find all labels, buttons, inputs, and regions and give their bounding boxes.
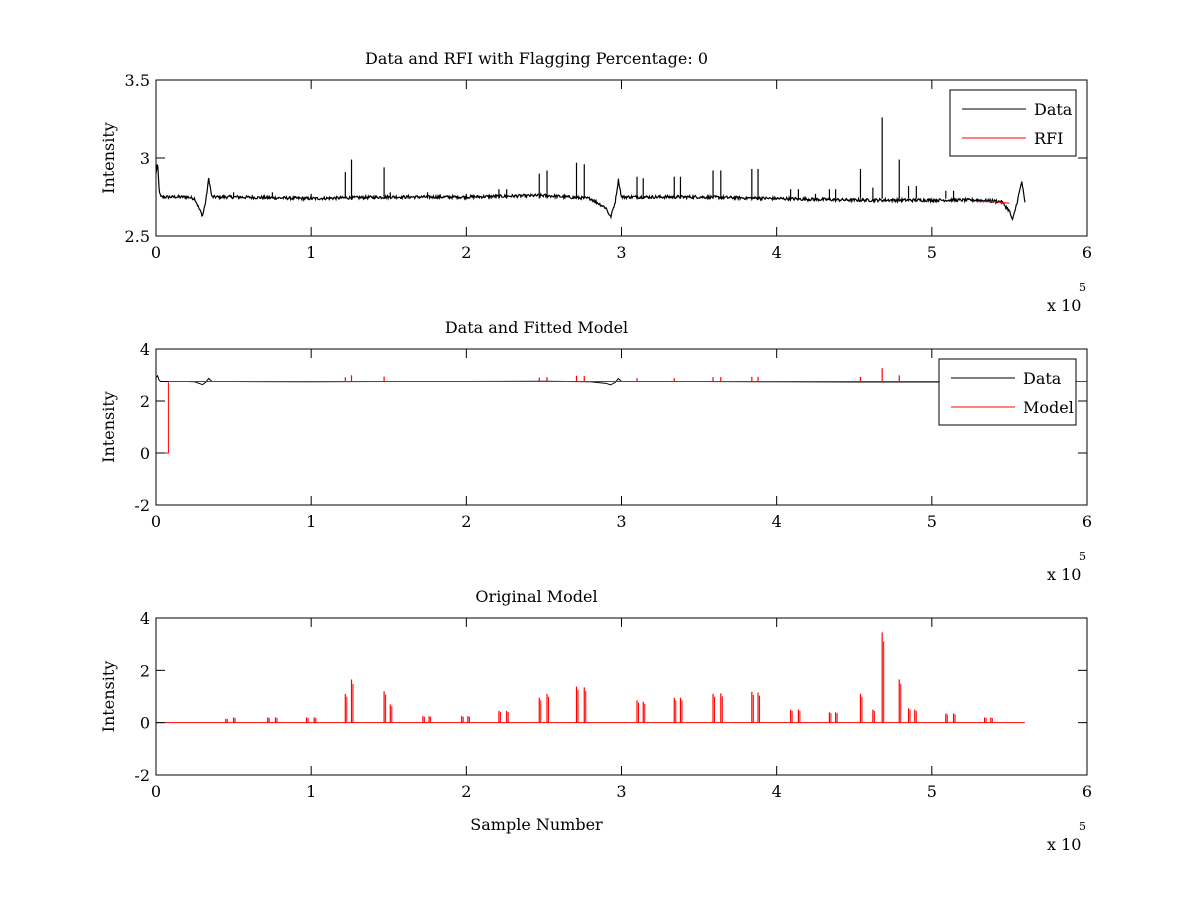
x-tick-label: 4 [772,243,782,262]
x-tick-label: 2 [461,782,471,801]
y-tick-label: 4 [140,340,150,359]
y-tick-label: -2 [134,496,150,515]
legend: Data RFI [949,89,1077,157]
x-tick-label: 5 [927,782,937,801]
legend: Data Model [938,358,1077,426]
y-axis-label: Intensity [99,122,118,194]
plot-area [156,117,1026,222]
rfi-series-line [978,201,1010,204]
x-exponent-power: 5 [1079,550,1086,563]
legend-label: RFI [1034,129,1063,148]
y-tick-label: 2 [140,661,150,680]
data-series-line [156,164,1026,222]
y-axis-label: Intensity [99,391,118,463]
legend-label: Data [1034,100,1073,119]
legend-label: Model [1023,398,1074,417]
x-tick-label: 2 [461,243,471,262]
x-tick-label: 0 [151,512,161,531]
legend-box [938,358,1077,426]
x-tick-label: 6 [1082,782,1092,801]
x-exponent-power: 5 [1079,281,1086,294]
x-tick-label: 0 [151,782,161,801]
x-tick-label: 6 [1082,512,1092,531]
y-tick-label: 2 [140,392,150,411]
legend-label: Data [1023,369,1062,388]
y-axis-label: Intensity [99,661,118,733]
y-tick-label: 0 [140,444,150,463]
x-tick-label: 4 [772,512,782,531]
x-tick-label: 1 [306,782,316,801]
x-tick-label: 6 [1082,243,1092,262]
x-exponent-power: 5 [1079,820,1086,833]
y-tick-label: 4 [140,609,150,628]
y-tick-label: 3.5 [125,71,150,90]
y-tick-label: -2 [134,766,150,785]
y-tick-label: 0 [140,714,150,733]
y-tick-label: 3 [140,149,150,168]
plot-area [156,632,1025,724]
x-exponent-label: x 10 [1047,296,1081,315]
x-exponent-label: x 10 [1047,565,1081,584]
subplots: 0 1 2 3 4 5 6 2.5 3 3.5 x 10 5 Data and RFI with Fla… [99,49,1092,854]
y-tick-label: 2.5 [125,227,150,246]
x-tick-label: 5 [927,512,937,531]
x-tick-label: 3 [616,512,626,531]
x-tick-label: 5 [927,243,937,262]
chart-title: Original Model [475,587,597,606]
x-exponent-label: x 10 [1047,835,1081,854]
legend-box [949,89,1077,157]
x-tick-label: 3 [616,782,626,801]
subplot-1: 0 1 2 3 4 5 6 2.5 3 3.5 x 10 5 Data and RFI with Fla… [99,49,1092,315]
x-tick-label: 1 [306,243,316,262]
x-axis-label: Sample Number [470,815,603,834]
chart-title: Data and RFI with Flagging Percentage: 0 [365,49,708,68]
x-tick-label: 0 [151,243,161,262]
x-tick-label: 1 [306,512,316,531]
x-tick-label: 4 [772,782,782,801]
x-tick-label: 3 [616,243,626,262]
x-tick-label: 2 [461,512,471,531]
chart-title: Data and Fitted Model [445,318,628,337]
